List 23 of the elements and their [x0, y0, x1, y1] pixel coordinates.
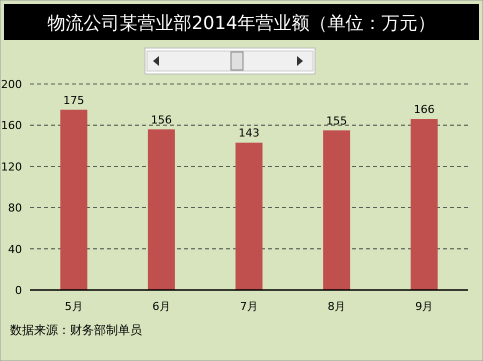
y-tick-label: 160: [1, 119, 22, 132]
x-tick-label: 9月: [415, 300, 434, 313]
data-label: 143: [238, 126, 260, 140]
bar: [410, 119, 438, 290]
y-tick-label: 40: [8, 242, 22, 256]
y-tick-label: 200: [1, 78, 22, 91]
source-note: 数据来源：财务部制单员: [10, 323, 142, 337]
x-tick-label: 7月: [240, 300, 258, 313]
x-tick-label: 6月: [152, 300, 170, 313]
bar: [148, 129, 175, 290]
data-label: 156: [150, 113, 172, 126]
bar: [236, 142, 262, 290]
y-tick-label: 120: [1, 160, 22, 174]
bar: [323, 130, 350, 290]
x-tick-label: 5月: [64, 300, 83, 313]
x-tick-label: 8月: [328, 300, 346, 313]
bar: [60, 110, 88, 290]
chart-title: 物流公司某营业部2014年营业额（单位：万元）: [48, 13, 436, 34]
data-label: 155: [326, 114, 348, 128]
y-tick-label: 0: [15, 284, 22, 297]
data-label: 175: [63, 94, 84, 107]
data-label: 166: [414, 103, 435, 116]
y-tick-label: 80: [8, 202, 22, 215]
